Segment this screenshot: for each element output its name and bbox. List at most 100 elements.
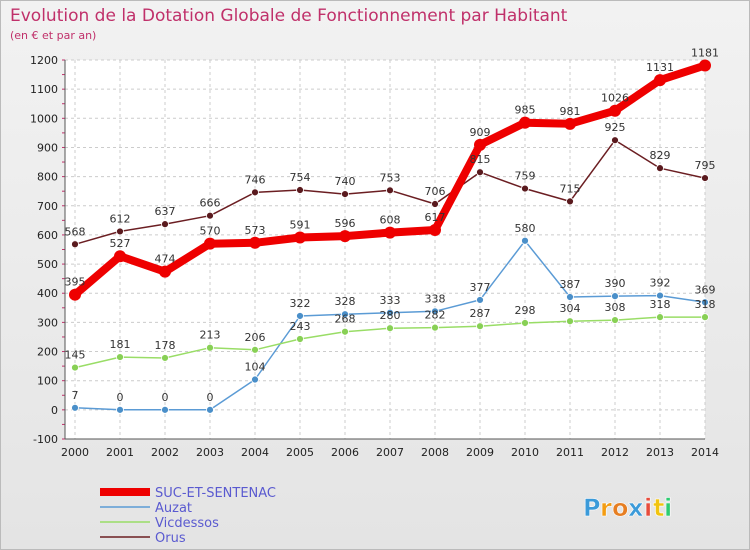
data-point	[71, 240, 79, 249]
data-point	[476, 296, 484, 304]
data-point	[431, 307, 439, 316]
data-label: 333	[380, 294, 401, 307]
x-tick-label: 2007	[376, 446, 404, 459]
data-point	[611, 292, 619, 301]
data-point	[69, 288, 81, 301]
data-point	[521, 319, 529, 327]
y-tick-label: 200	[37, 346, 58, 359]
data-label: 213	[200, 329, 221, 342]
data-point	[656, 313, 664, 322]
data-label: 268	[335, 313, 356, 326]
data-point	[656, 164, 664, 173]
x-tick-label: 2010	[511, 446, 539, 459]
data-point	[611, 136, 619, 145]
data-point	[384, 226, 396, 239]
chart-title: Evolution de la Dotation Globale de Fonc…	[10, 6, 568, 26]
data-point	[431, 323, 439, 332]
data-point	[206, 211, 214, 220]
data-point	[521, 236, 529, 245]
data-label: 815	[470, 153, 491, 166]
y-tick-label: -100	[33, 433, 58, 446]
brand-letter: x	[628, 494, 644, 522]
x-tick-label: 2001	[106, 446, 134, 459]
data-label: 580	[515, 222, 536, 235]
data-label: 181	[110, 338, 131, 351]
data-label: 145	[65, 349, 86, 362]
data-point	[161, 220, 169, 229]
data-label: 612	[110, 212, 131, 225]
plot-area: -100010020030040050060070080090010001100…	[30, 47, 719, 459]
x-tick-label: 2008	[421, 446, 449, 459]
data-label: 387	[560, 278, 581, 291]
data-point	[386, 186, 394, 195]
data-label: 7	[72, 389, 79, 402]
data-point	[566, 197, 574, 206]
y-tick-label: 1100	[30, 83, 58, 96]
data-label: 985	[515, 104, 536, 117]
data-point	[609, 104, 621, 117]
data-label: 0	[117, 391, 124, 404]
data-point	[699, 59, 711, 72]
data-label: 390	[605, 277, 626, 290]
data-label: 527	[110, 237, 131, 250]
legend-label: Auzat	[155, 501, 192, 516]
data-label: 280	[380, 309, 401, 322]
y-tick-label: 600	[37, 229, 58, 242]
data-label: 746	[245, 173, 266, 186]
x-tick-label: 2009	[466, 446, 494, 459]
data-label: 287	[470, 307, 491, 320]
data-label: 298	[515, 304, 536, 317]
data-label: 1181	[691, 47, 719, 60]
data-point	[656, 291, 664, 300]
plot-background	[65, 60, 705, 439]
data-point	[251, 345, 259, 354]
data-label: 0	[162, 391, 169, 404]
data-label: 318	[695, 298, 716, 311]
x-tick-label: 2005	[286, 446, 314, 459]
data-point	[566, 293, 574, 301]
data-point	[206, 343, 214, 352]
brand-letter: i	[644, 494, 652, 522]
x-tick-label: 2013	[646, 446, 674, 459]
data-label: 338	[425, 292, 446, 305]
legend-label: Vicdessos	[155, 516, 219, 531]
data-label: 706	[425, 185, 446, 198]
data-point	[161, 354, 169, 362]
data-label: 666	[200, 197, 221, 210]
legend-label: SUC-ET-SENTENAC	[155, 486, 276, 501]
data-point	[341, 310, 349, 319]
y-tick-label: 100	[37, 375, 58, 388]
data-label: 1026	[601, 92, 629, 105]
x-tick-label: 2003	[196, 446, 224, 459]
data-point	[249, 236, 261, 249]
data-label: 909	[470, 126, 491, 139]
data-label: 591	[290, 219, 311, 232]
data-label: 740	[335, 175, 356, 188]
data-label: 795	[695, 159, 716, 172]
x-tick-label: 2014	[691, 446, 719, 459]
data-point	[294, 231, 306, 244]
data-point	[566, 317, 574, 326]
data-label: 318	[650, 298, 671, 311]
y-tick-label: 0	[51, 404, 58, 417]
data-label: 925	[605, 121, 626, 134]
data-point	[476, 322, 484, 331]
data-point	[71, 363, 79, 372]
data-point	[429, 223, 441, 236]
data-point	[296, 186, 304, 194]
data-point	[339, 230, 351, 243]
x-tick-label: 2000	[61, 446, 89, 459]
data-point	[386, 324, 394, 333]
x-tick-label: 2002	[151, 446, 179, 459]
data-point	[341, 190, 349, 199]
data-label: 104	[245, 361, 266, 374]
data-label: 206	[245, 331, 266, 344]
data-point	[341, 327, 349, 336]
legend-label: Orus	[155, 531, 186, 546]
data-point	[116, 405, 124, 414]
brand-letter: i	[664, 494, 672, 522]
brand-letter: r	[600, 494, 612, 522]
data-label: 369	[695, 283, 716, 296]
